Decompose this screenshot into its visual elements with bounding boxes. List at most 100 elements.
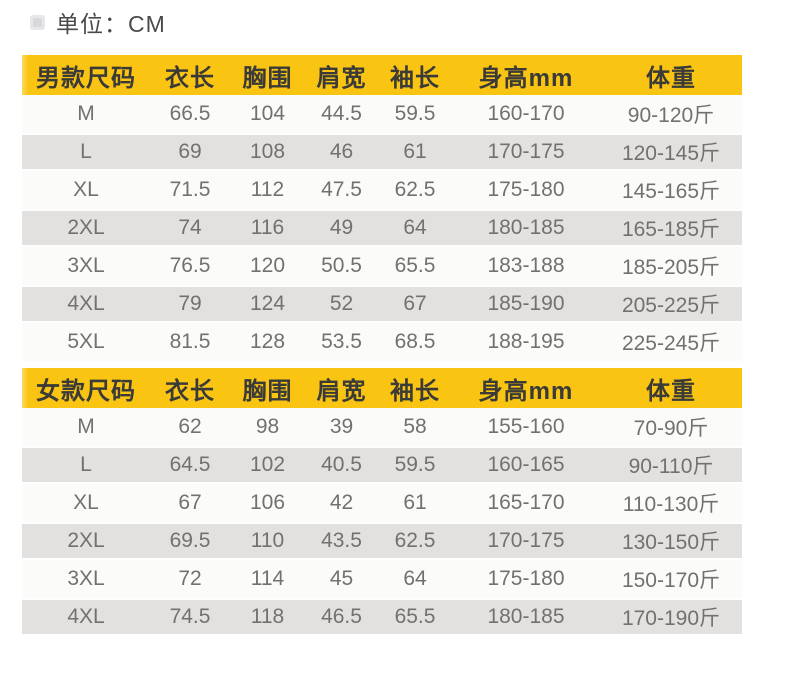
value-cell: 62.5: [394, 178, 436, 201]
table-row: 4XL 74.5 118 46.5 65.5 180-185 170-190斤: [22, 598, 742, 636]
value-cell: 106: [249, 491, 286, 514]
header-cell: 身高mm: [478, 64, 574, 92]
value-cell: 64.5: [169, 453, 211, 476]
size-cell: 5XL: [67, 330, 105, 353]
value-cell: 39: [329, 415, 354, 438]
value-cell: 102: [249, 453, 286, 476]
table-row: L 69 108 46 61 170-175 120-145斤: [22, 133, 742, 171]
value-cell: 69.5: [169, 529, 211, 552]
value-cell: 52: [329, 292, 354, 315]
value-cell: 66.5: [169, 102, 211, 125]
table-row: XL 67 106 42 61 165-170 110-130斤: [22, 484, 742, 522]
value-cell: 160-170: [487, 102, 565, 125]
header-cell: 男款尺码: [36, 64, 136, 92]
value-cell: 155-160: [487, 415, 565, 438]
value-cell: 43.5: [321, 529, 362, 552]
value-cell: 170-175: [487, 529, 565, 552]
value-cell: 170-175: [487, 140, 565, 163]
value-cell: 185-205斤: [621, 256, 721, 279]
size-cell: L: [80, 140, 92, 163]
value-cell: 53.5: [321, 330, 362, 353]
size-cell: M: [77, 102, 95, 125]
header-cell: 胸围: [242, 377, 293, 405]
value-cell: 183-188: [487, 254, 565, 277]
value-cell: 70-90斤: [633, 417, 709, 440]
value-cell: 72: [178, 567, 202, 590]
value-cell: 116: [250, 216, 285, 239]
value-cell: 71.5: [169, 178, 211, 201]
value-cell: 65.5: [394, 605, 436, 628]
value-cell: 50.5: [321, 254, 362, 277]
value-cell: 81.5: [169, 330, 211, 353]
value-cell: 98: [255, 415, 280, 438]
size-cell: L: [80, 453, 92, 476]
value-cell: 165-185斤: [621, 218, 721, 241]
value-cell: 67: [403, 292, 427, 315]
value-cell: 108: [249, 140, 286, 163]
value-cell: 61: [403, 491, 427, 514]
size-cell: 2XL: [67, 529, 105, 552]
value-cell: 40.5: [321, 453, 362, 476]
header-cell: 衣长: [165, 64, 215, 92]
value-cell: 74: [178, 216, 202, 239]
header-cell: 肩宽: [316, 64, 367, 92]
value-cell: 42: [329, 491, 354, 514]
value-cell: 180-185: [487, 605, 565, 628]
value-cell: 118: [250, 605, 285, 628]
value-cell: 225-245斤: [621, 332, 721, 355]
value-cell: 205-225斤: [621, 294, 721, 317]
header-cell: 衣长: [165, 377, 215, 405]
size-cell: 3XL: [67, 254, 105, 277]
value-cell: 112: [250, 178, 285, 201]
table-row: 3XL 76.5 120 50.5 65.5 183-188 185-205斤: [22, 247, 742, 285]
value-cell: 69: [178, 140, 202, 163]
unit-label: 单位：CM: [56, 11, 166, 37]
value-cell: 185-190: [487, 292, 565, 315]
value-cell: 180-185: [487, 216, 565, 239]
value-cell: 64: [403, 216, 427, 239]
value-cell: 46.5: [321, 605, 362, 628]
value-cell: 79: [178, 292, 202, 315]
value-cell: 120-145斤: [621, 142, 721, 165]
table-row: 3XL 72 114 45 64 175-180 150-170斤: [22, 560, 742, 598]
value-cell: 124: [249, 292, 286, 315]
image-placeholder-icon: [30, 14, 45, 30]
value-cell: 114: [250, 567, 285, 590]
table-row: XL 71.5 112 47.5 62.5 175-180 145-165斤: [22, 171, 742, 209]
table-row: 5XL 81.5 128 53.5 68.5 188-195 225-245斤: [22, 323, 742, 361]
header-cell: 身高mm: [478, 377, 574, 405]
table-row: M 62 98 39 58 155-160 70-90斤: [22, 408, 742, 446]
women-size-table: 女款尺码 衣长 胸围 肩宽 袖长 身高mm 体重 M 62 98 39 58 155-160 70-90…: [22, 368, 742, 636]
header-cell: 袖长: [390, 377, 440, 405]
header-cell: 胸围: [242, 64, 293, 92]
header-cell: 袖长: [390, 64, 440, 92]
value-cell: 110: [250, 529, 285, 552]
men-size-table: 男款尺码 衣长 胸围 肩宽 袖长 身高mm 体重 M 66.5 104 44.5 59.5 160-1…: [22, 55, 742, 361]
value-cell: 74.5: [169, 605, 211, 628]
value-cell: 175-180: [487, 178, 565, 201]
value-cell: 165-170: [487, 491, 565, 514]
size-cell: 4XL: [67, 605, 105, 628]
value-cell: 68.5: [394, 330, 436, 353]
size-cell: 4XL: [67, 292, 105, 315]
value-cell: 175-180: [487, 567, 565, 590]
table-row: 2XL 69.5 110 43.5 62.5 170-175 130-150斤: [22, 522, 742, 560]
header-cell: 女款尺码: [36, 377, 136, 405]
value-cell: 58: [403, 415, 427, 438]
value-cell: 90-120斤: [627, 104, 715, 127]
value-cell: 46: [329, 140, 354, 163]
value-cell: 59.5: [394, 102, 436, 125]
value-cell: 170-190斤: [621, 607, 721, 630]
value-cell: 49: [329, 216, 354, 239]
header-cell: 体重: [646, 64, 696, 92]
value-cell: 110-130斤: [622, 493, 720, 516]
value-cell: 67: [178, 491, 202, 514]
value-cell: 90-110斤: [628, 455, 714, 478]
value-cell: 120: [249, 254, 286, 277]
size-cell: XL: [73, 491, 99, 514]
value-cell: 188-195: [487, 330, 565, 353]
table-row: 4XL 79 124 52 67 185-190 205-225斤: [22, 285, 742, 323]
value-cell: 62.5: [394, 529, 436, 552]
header-cell: 体重: [646, 377, 696, 405]
size-cell: XL: [73, 178, 99, 201]
